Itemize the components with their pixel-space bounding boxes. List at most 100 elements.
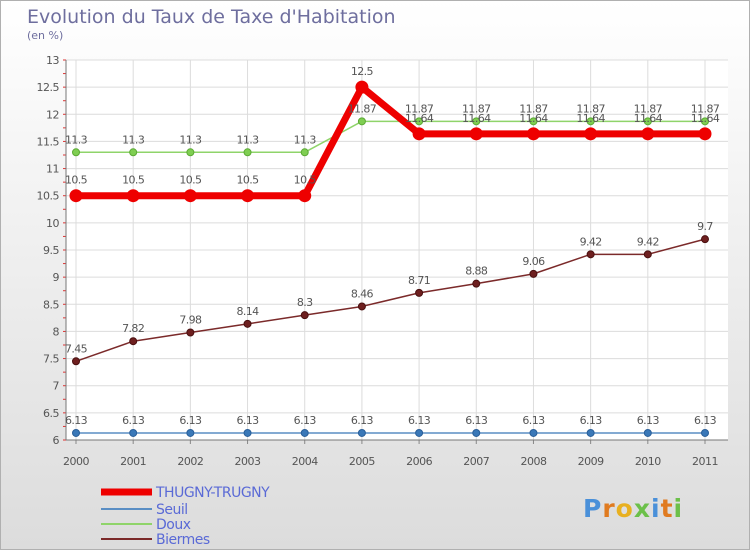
data-point-doux xyxy=(243,148,252,157)
data-point-seuil xyxy=(129,428,138,437)
data-label-doux: 11.3 xyxy=(179,133,202,146)
logo-letter: t xyxy=(661,494,674,523)
data-point-seuil xyxy=(701,428,709,437)
data-point-biermes xyxy=(186,328,195,337)
data-point-thugny-trugny xyxy=(698,127,712,141)
data-point-thugny-trugny xyxy=(241,189,255,203)
data-label-doux: 11.3 xyxy=(122,133,145,146)
data-label-thugny-trugny: 11.64 xyxy=(576,112,605,125)
data-label-biermes: 8.88 xyxy=(465,265,488,278)
data-point-thugny-trugny xyxy=(355,80,369,94)
data-label-thugny-trugny: 11.64 xyxy=(405,112,434,125)
data-point-thugny-trugny xyxy=(412,127,426,141)
axes: 6 6.5 7 7.5 8 8.5 9 9.5 10 10.5 11 11.5 12 12.5 13 2000… xyxy=(37,54,728,468)
grid xyxy=(66,59,728,441)
data-point-doux xyxy=(357,117,366,126)
data-point-seuil xyxy=(186,428,195,437)
x-tick-label: 2006 xyxy=(406,455,432,468)
x-tick-label: 2009 xyxy=(578,455,604,468)
series-line-doux xyxy=(76,120,705,154)
data-point-biermes xyxy=(72,357,80,366)
data-label-biermes: 8.3 xyxy=(297,296,313,309)
data-point-doux xyxy=(300,148,309,157)
y-tick-label: 9.5 xyxy=(43,244,59,257)
y-tick-label: 10 xyxy=(46,217,59,230)
data-point-biermes xyxy=(529,269,538,278)
x-tick-label: 2008 xyxy=(520,455,546,468)
data-label-thugny-trugny: 11.64 xyxy=(519,112,548,125)
data-label-doux: 11.87 xyxy=(691,102,720,115)
data-point-doux xyxy=(529,117,538,126)
logo-letter: r xyxy=(602,494,615,523)
chart-title: Evolution du Taux de Taxe d'Habitation xyxy=(27,6,396,28)
data-label-doux: 11.3 xyxy=(294,133,317,146)
data-label-biermes: 8.46 xyxy=(351,287,374,300)
data-point-biermes xyxy=(300,311,309,320)
x-tick-label: 2007 xyxy=(463,455,489,468)
data-point-seuil xyxy=(586,428,595,437)
data-label-seuil: 6.13 xyxy=(637,414,660,427)
data-label-doux: 11.87 xyxy=(462,102,491,115)
data-point-biermes xyxy=(643,250,652,259)
y-tick-label: 11 xyxy=(46,163,59,176)
legend-label-seuil: Seuil xyxy=(156,502,188,518)
legend-label-biermes: Biermes xyxy=(156,532,210,548)
chart-subtitle: (en %) xyxy=(27,29,64,42)
data-point-doux xyxy=(472,117,481,126)
data-label-seuil: 6.13 xyxy=(694,414,717,427)
y-tick-label: 9 xyxy=(53,271,60,284)
data-label-doux: 11.87 xyxy=(634,102,663,115)
data-label-thugny-trugny: 10.5 xyxy=(65,174,88,187)
data-label-biermes: 9.42 xyxy=(637,235,659,248)
data-point-doux xyxy=(586,117,595,126)
x-tick-label: 2010 xyxy=(635,455,661,468)
legend-label-doux: Doux xyxy=(156,517,191,533)
data-label-doux: 11.3 xyxy=(236,133,259,146)
data-point-doux xyxy=(186,148,195,157)
data-label-doux: 11.87 xyxy=(576,102,605,115)
data-label-thugny-trugny: 10.5 xyxy=(294,174,317,187)
data-label-thugny-trugny: 11.64 xyxy=(691,112,720,125)
proxiti-logo: Proxiti xyxy=(583,494,683,523)
data-point-doux xyxy=(701,117,709,126)
data-label-doux: 11.3 xyxy=(65,133,88,146)
data-point-doux xyxy=(72,148,80,157)
data-label-biermes: 7.82 xyxy=(122,322,144,335)
data-point-doux xyxy=(415,117,424,126)
data-label-seuil: 6.13 xyxy=(65,414,88,427)
y-tick-label: 12.5 xyxy=(37,81,60,94)
y-tick-label: 13 xyxy=(46,54,59,67)
data-label-biermes: 8.71 xyxy=(408,274,430,287)
logo-letter: P xyxy=(583,494,602,523)
data-point-biermes xyxy=(586,250,595,259)
y-tick-label: 7 xyxy=(53,380,60,393)
data-label-doux: 11.87 xyxy=(348,102,377,115)
logo-letter: i xyxy=(651,494,661,523)
logo-letter: x xyxy=(634,494,651,523)
data-label-biermes: 8.14 xyxy=(236,305,259,318)
data-label-seuil: 6.13 xyxy=(580,414,603,427)
data-label-seuil: 6.13 xyxy=(465,414,488,427)
data-point-thugny-trugny xyxy=(469,127,483,141)
data-point-doux xyxy=(643,117,652,126)
data-label-seuil: 6.13 xyxy=(179,414,202,427)
data-label-biermes: 9.42 xyxy=(580,235,602,248)
data-point-thugny-trugny xyxy=(298,189,312,203)
data-label-doux: 11.87 xyxy=(405,102,434,115)
x-tick-label: 2003 xyxy=(235,455,261,468)
logo-text: Proxiti xyxy=(583,494,683,523)
x-tick-label: 2004 xyxy=(292,455,318,468)
data-point-biermes xyxy=(472,279,481,288)
data-label-doux: 11.87 xyxy=(519,102,548,115)
x-tick-label: 2000 xyxy=(63,455,89,468)
legend-label-thugny-trugny: THUGNY-TRUGNY xyxy=(155,485,270,501)
data-point-biermes xyxy=(701,235,709,244)
data-label-thugny-trugny: 11.64 xyxy=(462,112,491,125)
data-label-biermes: 7.98 xyxy=(179,314,202,327)
data-point-thugny-trugny xyxy=(584,127,598,141)
data-label-biermes: 7.45 xyxy=(65,342,88,355)
x-tick-label: 2005 xyxy=(349,455,375,468)
